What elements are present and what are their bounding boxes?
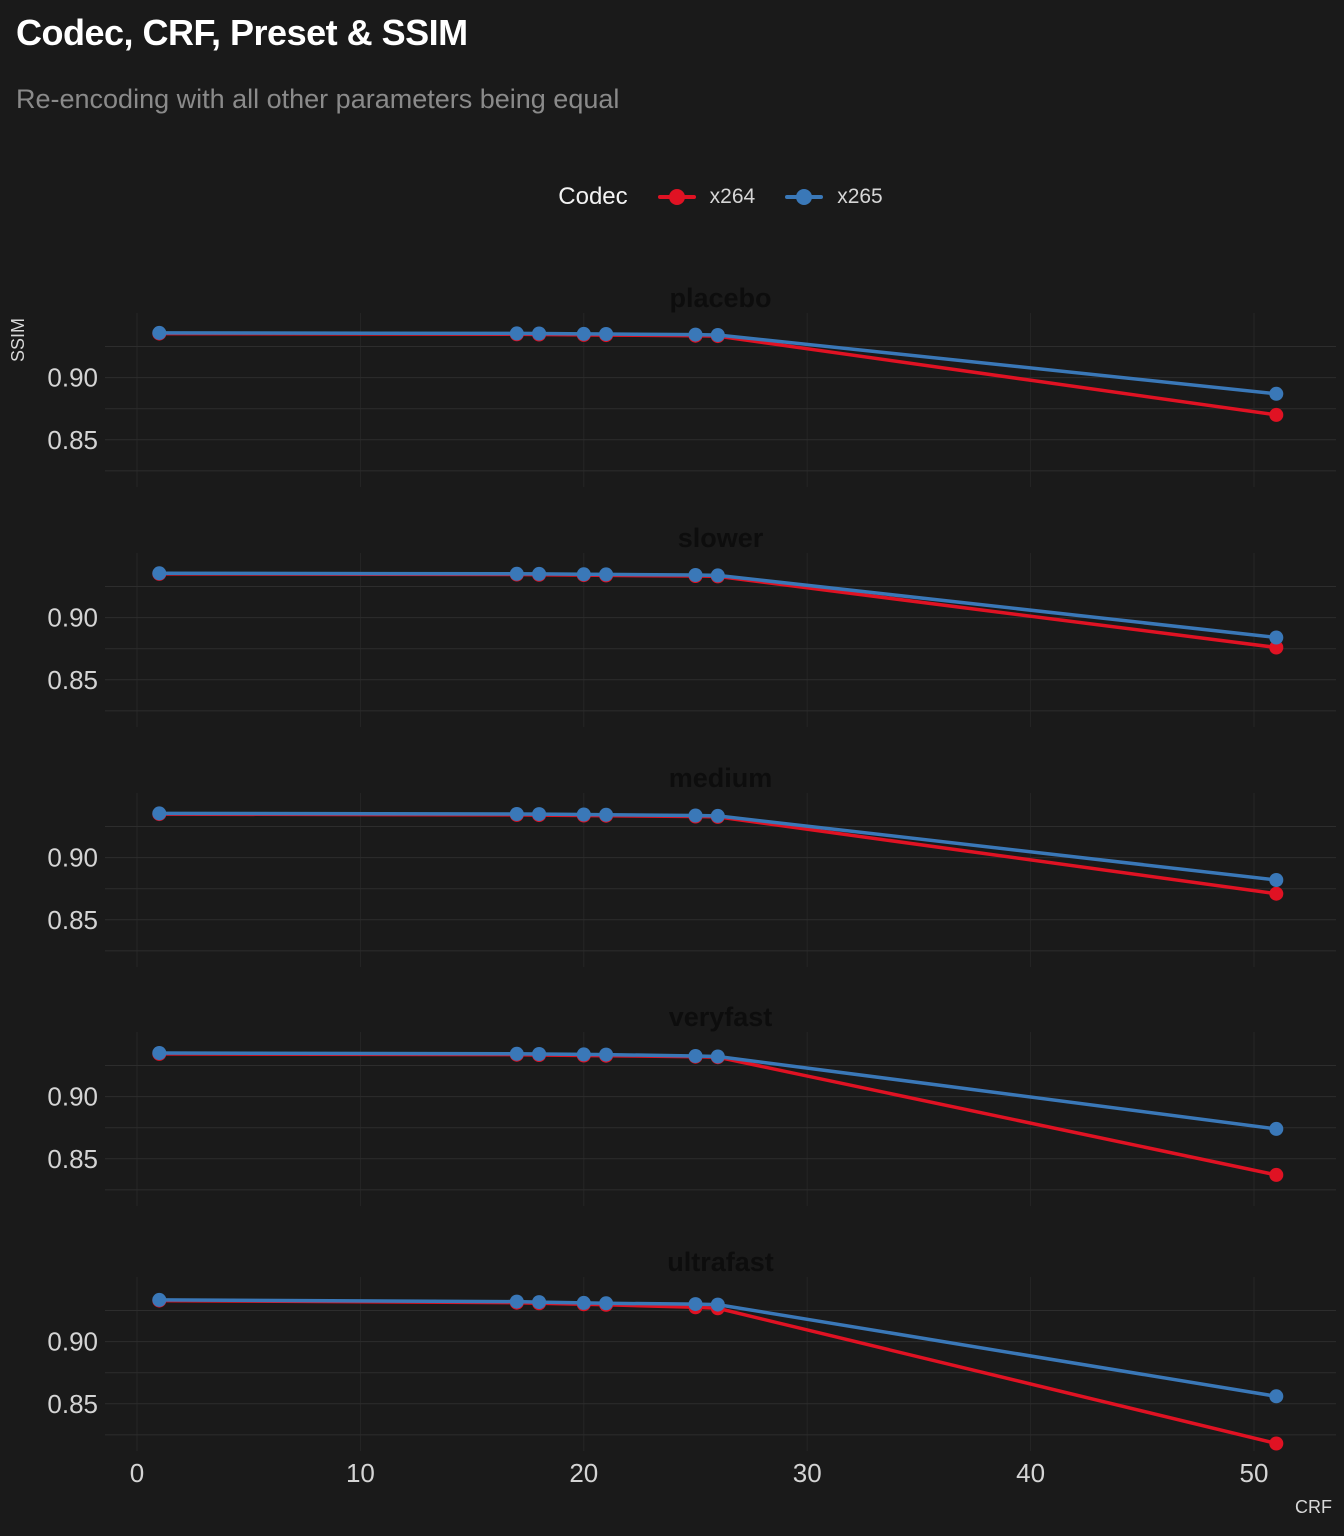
series-line-x264 — [157, 572, 1279, 650]
data-point-x265 — [688, 1049, 703, 1063]
x-tick-label: 30 — [793, 1458, 822, 1488]
facet-title-placebo: placebo — [669, 283, 771, 313]
data-point-x265 — [532, 1047, 547, 1061]
legend-label-x264: x264 — [709, 185, 756, 208]
y-tick-label: 0.85 — [47, 665, 98, 695]
data-point-x264 — [1269, 640, 1284, 655]
facet-title-medium: medium — [669, 763, 773, 793]
data-point-x265 — [532, 326, 547, 341]
data-point-x265 — [1269, 873, 1284, 887]
x265-line-dot-icon — [785, 189, 824, 205]
data-point-x265 — [688, 568, 703, 582]
y-tick-label: 0.85 — [47, 425, 98, 455]
series-line-x264 — [157, 331, 1279, 417]
data-point-x264 — [1269, 1436, 1284, 1451]
data-point-x265 — [576, 1047, 591, 1062]
data-point-x265 — [576, 807, 591, 822]
data-point-x265 — [599, 807, 614, 822]
series-line-x264 — [157, 1298, 1279, 1446]
data-point-x265 — [1269, 1121, 1284, 1136]
page-title: Codec, CRF, Preset & SSIM — [16, 12, 468, 53]
y-tick-label: 0.85 — [47, 1144, 98, 1174]
x-tick-label: 0 — [130, 1458, 144, 1488]
data-point-x264 — [1269, 407, 1284, 422]
y-tick-label: 0.90 — [47, 1327, 98, 1357]
data-point-x265 — [710, 1049, 725, 1064]
legend-item-x264: x264 — [657, 185, 756, 209]
x-axis-label: CRF — [1295, 1497, 1332, 1517]
data-point-x265 — [152, 566, 167, 581]
data-point-x265 — [152, 1046, 167, 1060]
data-point-x265 — [599, 1296, 614, 1311]
data-point-x265 — [688, 808, 703, 823]
data-point-x265 — [532, 807, 547, 822]
data-point-x265 — [710, 328, 725, 342]
y-tick-label: 0.85 — [47, 905, 98, 935]
data-point-x265 — [599, 567, 614, 582]
x-tick-label: 10 — [346, 1458, 375, 1488]
y-axis-label: SSIM — [8, 318, 28, 362]
y-tick-label: 0.85 — [47, 1389, 98, 1419]
data-point-x265 — [710, 1297, 725, 1312]
x-tick-label: 50 — [1240, 1458, 1269, 1488]
data-point-x265 — [152, 1292, 167, 1307]
facet-title-slower: slower — [678, 523, 764, 553]
data-point-x265 — [509, 326, 524, 341]
data-point-x265 — [710, 808, 725, 823]
data-point-x265 — [576, 1295, 591, 1310]
data-point-x265 — [152, 806, 167, 821]
data-point-x265 — [1269, 386, 1284, 401]
series-line-x264 — [157, 1052, 1279, 1177]
data-point-x265 — [1269, 630, 1284, 645]
data-point-x265 — [509, 566, 524, 581]
data-point-x264 — [1269, 1167, 1284, 1182]
y-tick-label: 0.90 — [47, 603, 98, 633]
legend-title: Codec — [558, 183, 628, 210]
legend-item-x265: x265 — [785, 185, 883, 209]
page-subtitle: Re-encoding with all other parameters be… — [16, 84, 620, 114]
x-tick-label: 20 — [569, 1458, 598, 1488]
data-point-x265 — [509, 1294, 524, 1309]
data-point-x265 — [688, 327, 703, 342]
y-tick-label: 0.90 — [47, 1082, 98, 1112]
data-point-x265 — [509, 1046, 524, 1061]
data-point-x265 — [688, 1297, 703, 1312]
series-line-x264 — [157, 812, 1279, 896]
series-line-x265 — [157, 1051, 1279, 1131]
x264-line-dot-icon — [657, 189, 696, 205]
data-point-x265 — [576, 326, 591, 341]
legend: Codec x264 x265 — [105, 183, 1336, 211]
data-point-x265 — [599, 1047, 614, 1062]
y-tick-label: 0.90 — [47, 843, 98, 873]
data-point-x265 — [576, 567, 591, 582]
facet-title-ultrafast: ultrafast — [667, 1247, 774, 1277]
y-tick-label: 0.90 — [47, 363, 98, 393]
data-point-x265 — [532, 566, 547, 581]
data-point-x264 — [1269, 886, 1284, 901]
x-tick-label: 40 — [1016, 1458, 1045, 1488]
legend-label-x265: x265 — [837, 185, 883, 208]
data-point-x265 — [532, 1295, 547, 1310]
data-point-x265 — [710, 568, 725, 583]
facet-title-veryfast: veryfast — [669, 1002, 773, 1032]
data-point-x265 — [599, 327, 614, 341]
data-point-x265 — [509, 807, 524, 821]
data-point-x265 — [152, 325, 167, 340]
data-point-x265 — [1269, 1389, 1284, 1404]
